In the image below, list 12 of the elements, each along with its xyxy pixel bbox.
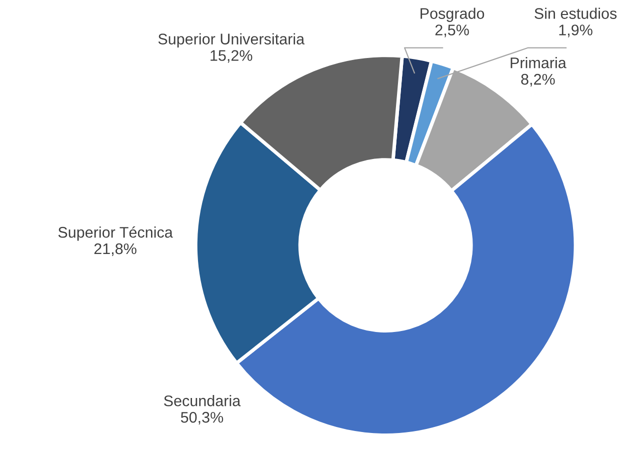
data-label: 8,2% [521, 74, 555, 87]
slice-label: Superior Técnica [58, 226, 173, 241]
slice-label: Primaria [510, 57, 566, 68]
data-label: 50,3% [180, 412, 224, 425]
data-label: 1,9% [559, 24, 592, 38]
slice-label: Secundaria [164, 395, 241, 406]
slice-label: Sin estudios [534, 8, 617, 19]
data-label: 15,2% [210, 50, 252, 63]
slice-label: Superior Universitaria [158, 33, 305, 48]
slice-label: Posgrado [420, 8, 484, 22]
data-label: 2,5% [435, 24, 469, 38]
data-label: 21,8% [94, 243, 136, 256]
